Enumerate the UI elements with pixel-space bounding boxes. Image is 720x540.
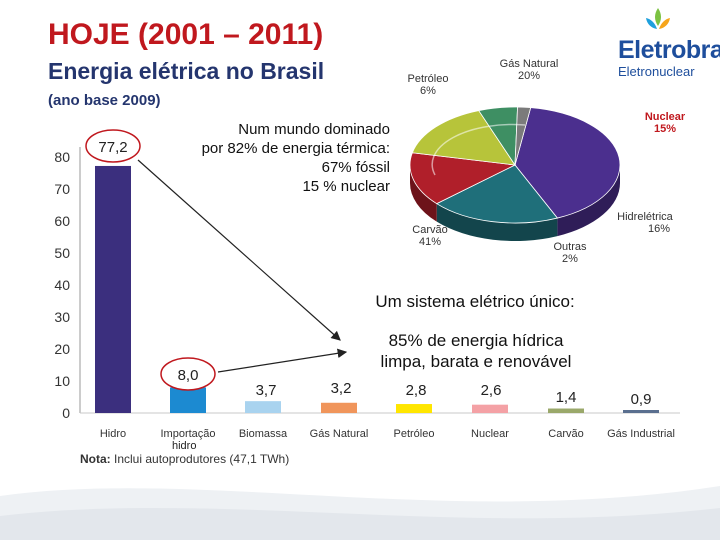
data-label: 8,0 [178, 367, 199, 384]
x-tick-label: Nuclear [471, 428, 509, 440]
logo-division: Eletronuclear [618, 64, 695, 79]
world-callout-line: por 82% de energia térmica: [201, 140, 390, 157]
note-text: Inclui autoprodutores (47,1 TWh) [110, 452, 290, 466]
value-label-circle [85, 129, 141, 163]
pie-highlight-arc [431, 123, 526, 176]
pie-value-label: 16% [648, 223, 670, 235]
pie-label: Gás Natural [500, 58, 559, 70]
bar-chart: 0 10 20 30 40 50 60 70 80 Hidro Importação Biomassa… [54, 129, 680, 440]
x-tick-label: Importação [160, 428, 215, 440]
bar-gás-industrial [623, 410, 659, 413]
chart-note: Nota: Inclui autoprodutores (47,1 TWh) [80, 452, 289, 466]
pie-value-label: 20% [518, 70, 540, 82]
pie-value-label: 41% [419, 236, 441, 248]
callout-arrow [137, 159, 341, 341]
bar-petróleo [396, 404, 432, 413]
pie-label: Nuclear [645, 111, 686, 123]
y-tick-label: 80 [54, 149, 70, 165]
y-tick-label: 10 [54, 373, 70, 389]
note-label: Nota: [80, 452, 111, 466]
system-callout: Um sistema elétrico único: [375, 292, 575, 311]
y-tick-label: 30 [54, 309, 70, 325]
page-title: HOJE (2001 – 2011) [48, 18, 324, 51]
importacao-sub-label: hidro [172, 440, 197, 452]
bar-hidro [95, 165, 131, 413]
pie-label: Outras [553, 241, 587, 253]
bar-nuclear [472, 404, 508, 413]
pie-slice-nuclear [409, 152, 517, 205]
hydro-callout-line: limpa, barata e renovável [380, 352, 572, 371]
y-tick-label: 20 [54, 341, 70, 357]
y-tick-label: 50 [54, 245, 70, 261]
callout-arrow [217, 348, 348, 373]
world-callout-line: 67% fóssil [321, 159, 390, 176]
value-label-circle [160, 357, 216, 391]
pie-value-label: 15% [654, 123, 676, 135]
x-tick-label: Gás Industrial [607, 428, 675, 440]
x-tick-label: Gás Natural [310, 428, 369, 440]
pie-slice-outras [514, 106, 532, 166]
world-callout: Num mundo dominado por 82% de energia té… [150, 120, 390, 196]
world-callout-line: 15 % nuclear [302, 178, 390, 195]
hydro-callout-line: 85% de energia hídrica [388, 331, 564, 350]
hydro-callout: 85% de energia hídrica limpa, barata e r… [346, 330, 606, 372]
logo-name: Eletrobras [618, 36, 720, 64]
pie-slice-side [557, 165, 620, 237]
data-label: 3,7 [256, 382, 277, 399]
y-tick-label: 40 [54, 277, 70, 293]
data-label: 2,6 [481, 382, 502, 399]
pie-label: Hidrelétrica [617, 211, 674, 223]
world-callout-line: Num mundo dominado [238, 121, 390, 138]
y-tick-label: 70 [54, 181, 70, 197]
pie-slice-gás-natural [435, 164, 559, 224]
eletrobras-logo-icon [646, 8, 670, 29]
pie-value-label: 6% [420, 85, 436, 97]
x-tick-label: Biomassa [239, 428, 288, 440]
data-label: 0,9 [631, 391, 652, 408]
x-tick-label: Hidro [100, 428, 126, 440]
x-tick-label: Petróleo [394, 428, 435, 440]
data-label: 1,4 [556, 389, 577, 406]
page-subtitle: Energia elétrica no Brasil [48, 58, 325, 84]
bar-biomassa [245, 401, 281, 413]
pie-label: Petróleo [408, 73, 449, 85]
data-label: 77,2 [98, 139, 127, 156]
bar-gás-natural [321, 402, 357, 413]
y-tick-label: 0 [62, 405, 70, 421]
footer-wave-decoration [0, 486, 720, 540]
pie-slice-carvão [514, 107, 621, 219]
pie-value-label: 2% [562, 253, 578, 265]
y-tick-label: 60 [54, 213, 70, 229]
bar-carvão [548, 408, 584, 413]
data-label: 2,8 [406, 382, 427, 399]
base-year-label: (ano base 2009) [48, 92, 161, 109]
data-label: 3,2 [331, 380, 352, 397]
pie-label: Carvão [412, 224, 447, 236]
x-tick-label: Carvão [548, 428, 583, 440]
bar-importação [170, 387, 206, 413]
pie-slice-hidrelétrica [411, 110, 516, 166]
